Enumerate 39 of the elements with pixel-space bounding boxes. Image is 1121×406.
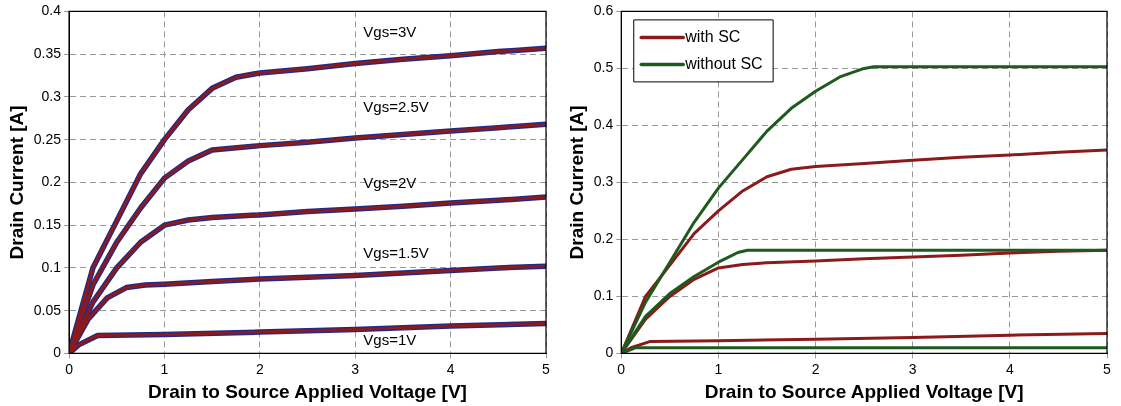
x-tick-label: 4 xyxy=(446,360,455,377)
annotation: Vgs=3V xyxy=(363,23,417,41)
legend-label: with SC xyxy=(684,27,741,45)
y-tick-label: 0 xyxy=(53,344,62,361)
y-tick-label: 0.5 xyxy=(593,59,614,76)
x-tick-label: 2 xyxy=(811,360,820,377)
y-axis-title: Drain Current [A] xyxy=(5,105,27,260)
x-axis-title: Drain to Source Applied Voltage [V] xyxy=(704,380,1024,402)
annotation: Vgs=1V xyxy=(363,330,417,348)
x-tick-label: 0 xyxy=(617,360,626,377)
y-tick-label: 0.2 xyxy=(593,230,614,247)
y-tick-label: 0.4 xyxy=(41,2,62,19)
x-tick-label: 1 xyxy=(714,360,723,377)
x-tick-label: 3 xyxy=(351,360,360,377)
x-tick-label: 4 xyxy=(1005,360,1014,377)
legend-label: without SC xyxy=(684,54,763,72)
y-tick-label: 0.35 xyxy=(33,45,62,62)
y-tick-label: 0 xyxy=(605,344,614,361)
y-tick-label: 0.3 xyxy=(41,87,62,104)
y-axis-title: Drain Current [A] xyxy=(565,105,587,260)
x-tick-label: 5 xyxy=(1103,360,1112,377)
y-tick-label: 0.25 xyxy=(33,130,62,147)
x-tick-label: 3 xyxy=(908,360,917,377)
y-tick-label: 0.4 xyxy=(593,116,614,133)
y-tick-label: 0.1 xyxy=(593,287,614,304)
y-tick-label: 0.05 xyxy=(33,301,62,318)
x-tick-label: 2 xyxy=(255,360,264,377)
x-tick-label: 1 xyxy=(160,360,169,377)
y-tick-label: 0.3 xyxy=(593,173,614,190)
annotation: Vgs=2V xyxy=(363,173,417,191)
x-tick-label: 5 xyxy=(542,360,551,377)
annotation: Vgs=2.5V xyxy=(363,98,429,116)
y-tick-label: 0.15 xyxy=(33,216,62,233)
y-tick-label: 0.1 xyxy=(41,258,62,275)
x-axis-title: Drain to Source Applied Voltage [V] xyxy=(148,380,467,402)
x-tick-label: 0 xyxy=(65,360,74,377)
y-tick-label: 0.6 xyxy=(593,2,614,19)
y-tick-label: 0.2 xyxy=(41,173,62,190)
annotation: Vgs=1.5V xyxy=(363,243,429,261)
